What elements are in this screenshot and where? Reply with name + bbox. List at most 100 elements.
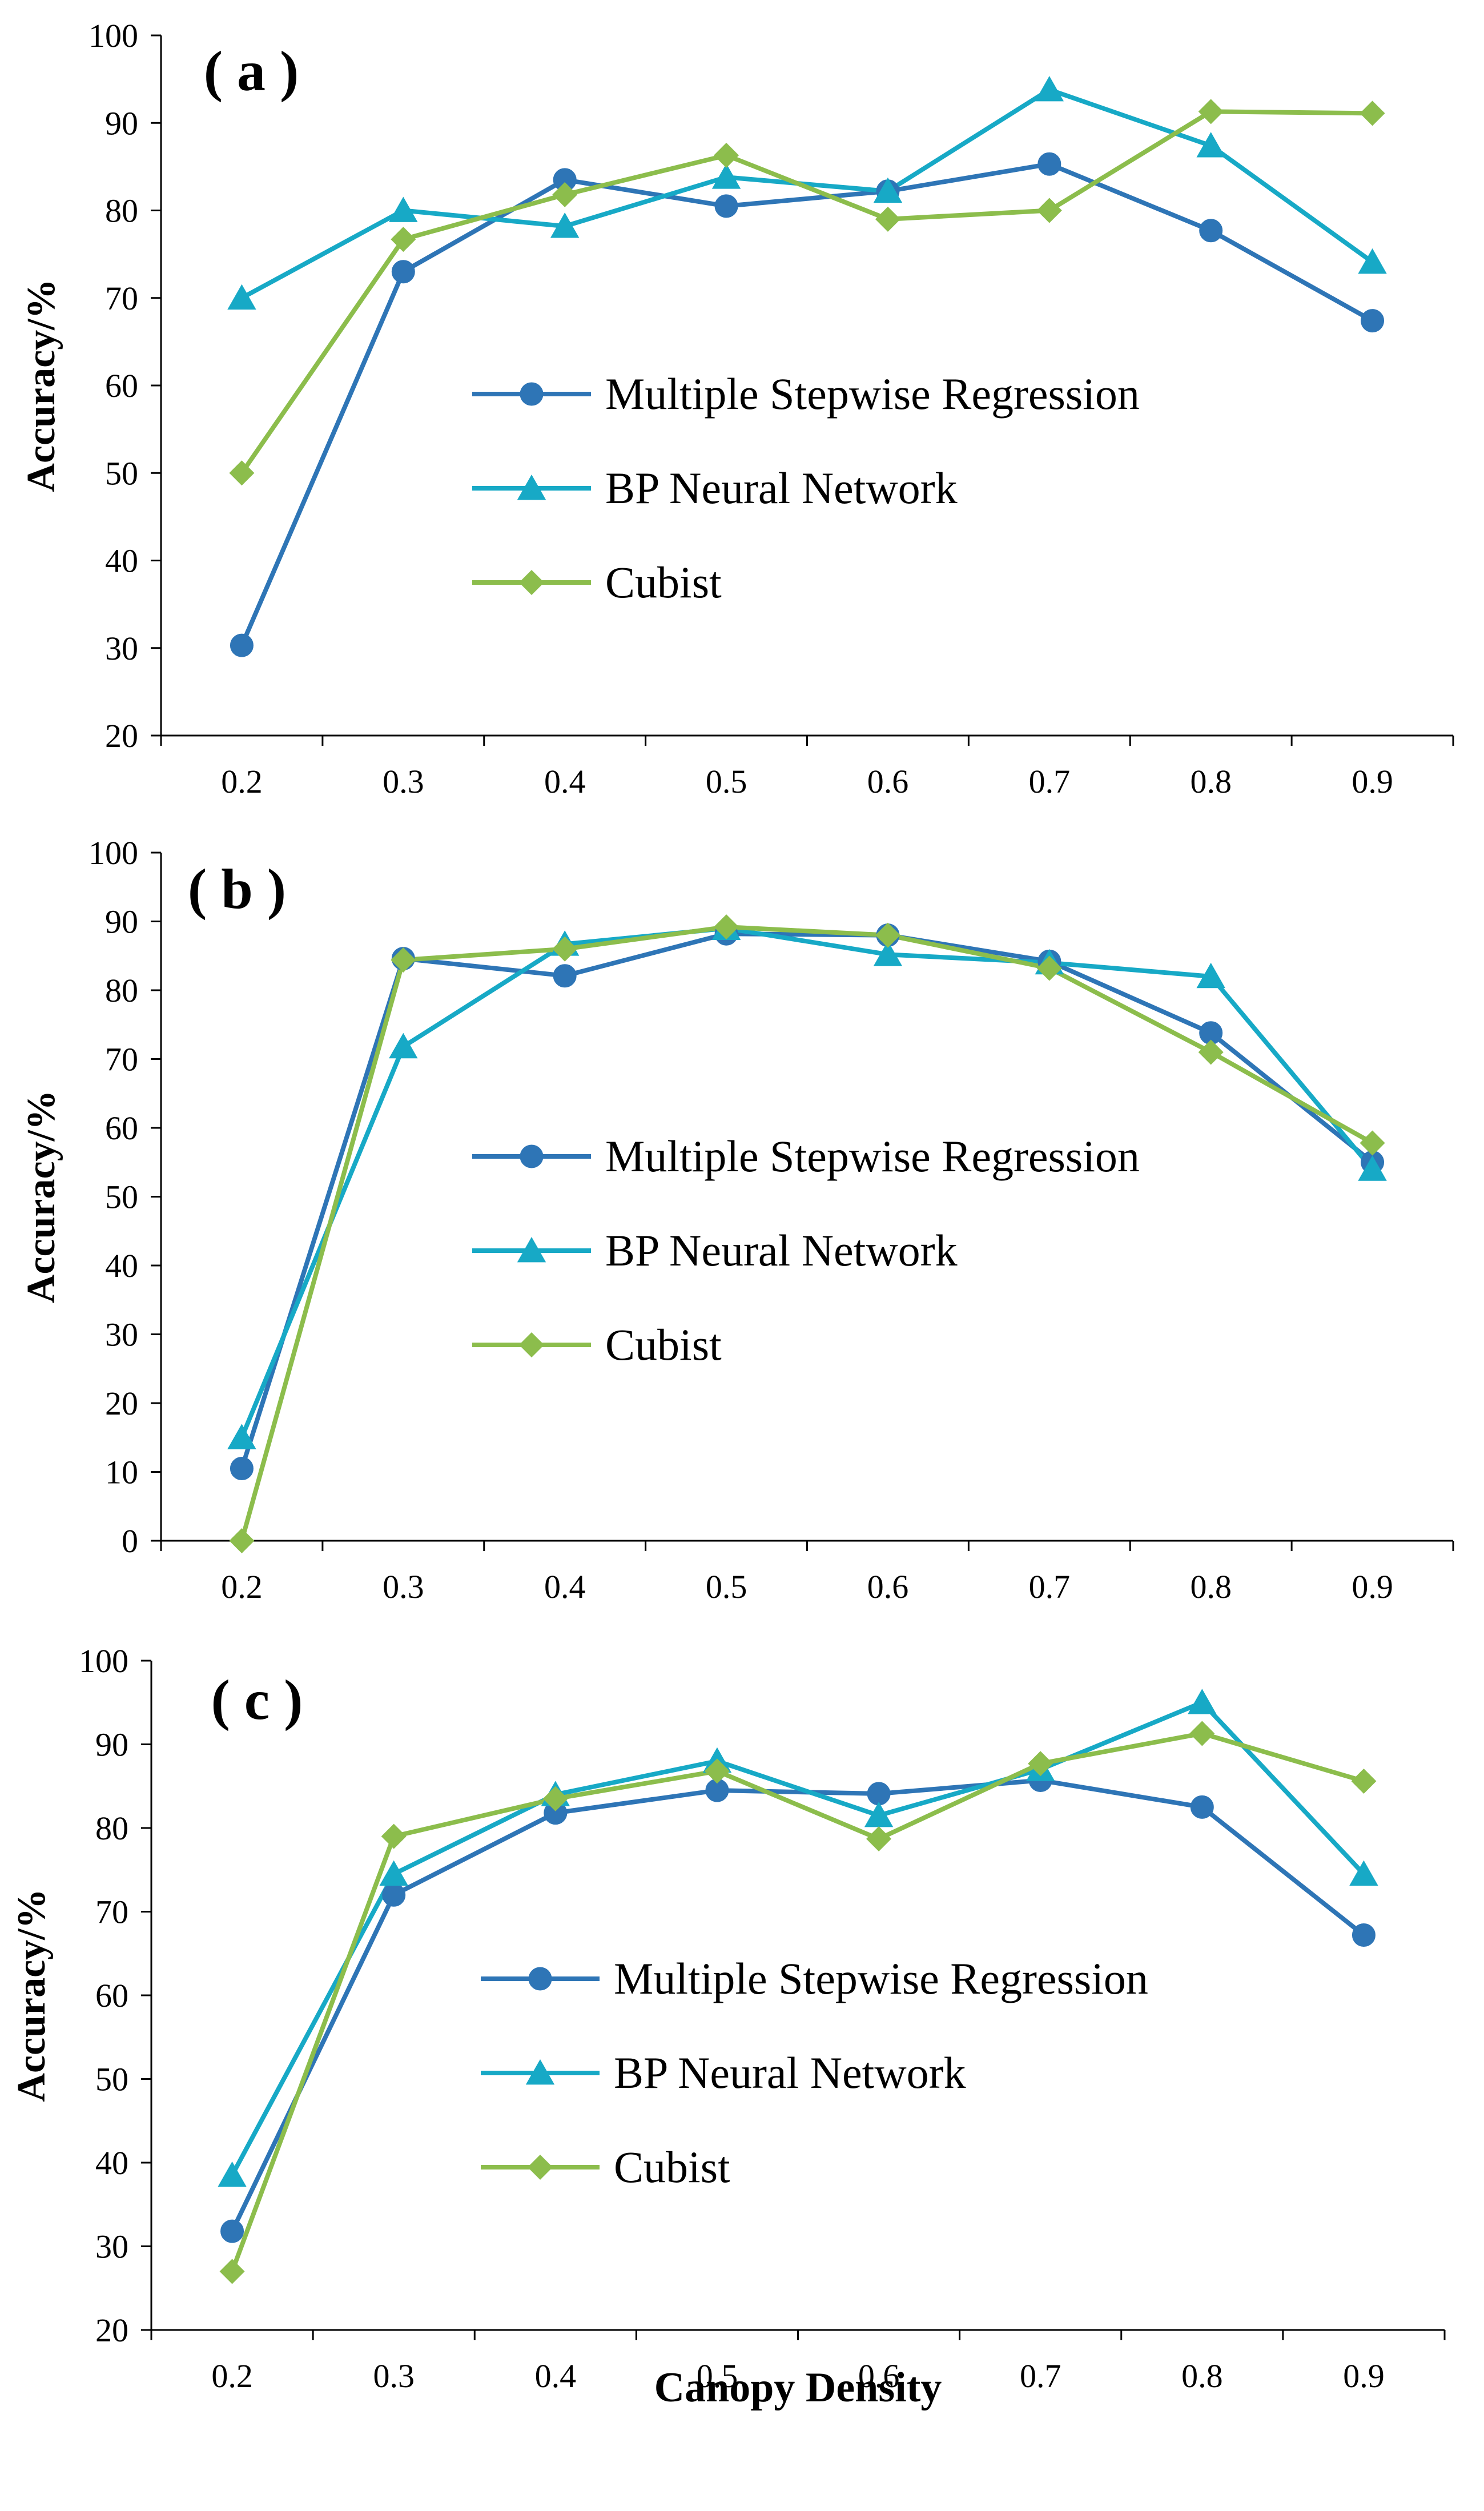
y-tick-label: 20 bbox=[95, 2312, 128, 2349]
data-point-series-2 bbox=[389, 1032, 418, 1059]
series-line-3 bbox=[239, 925, 1374, 1542]
data-point-series-2 bbox=[1196, 962, 1225, 989]
data-point-series-1 bbox=[553, 964, 577, 988]
legend-label: Cubist bbox=[605, 557, 722, 607]
data-point-series-3 bbox=[714, 914, 739, 940]
x-tick-label: 0.9 bbox=[1352, 1568, 1393, 1605]
legend-marker-2 bbox=[525, 2059, 555, 2085]
data-point-series-3 bbox=[1189, 1721, 1215, 1746]
data-point-series-3 bbox=[229, 1528, 255, 1553]
x-tick-label: 0.6 bbox=[867, 1568, 909, 1605]
x-tick-label: 0.8 bbox=[1181, 2357, 1223, 2395]
x-tick-label: 0.2 bbox=[221, 763, 263, 800]
x-axis-title: Canopy Density bbox=[654, 2364, 942, 2411]
data-point-series-2 bbox=[227, 1424, 256, 1449]
data-point-series-2 bbox=[379, 1860, 408, 1886]
data-point-series-2 bbox=[1035, 76, 1064, 102]
x-tick-label: 0.7 bbox=[1029, 763, 1071, 800]
y-tick-label: 60 bbox=[105, 1110, 138, 1147]
data-point-series-2 bbox=[218, 2161, 247, 2187]
data-point-series-2 bbox=[1358, 1155, 1387, 1181]
data-point-series-1 bbox=[391, 260, 415, 284]
data-point-series-3 bbox=[391, 947, 416, 973]
data-point-series-2 bbox=[864, 1802, 894, 1827]
y-tick-label: 30 bbox=[105, 630, 138, 667]
x-tick-label: 0.8 bbox=[1190, 1568, 1232, 1605]
legend-marker-3 bbox=[528, 2155, 553, 2180]
data-point-series-1 bbox=[1190, 1795, 1214, 1819]
x-tick-label: 0.4 bbox=[544, 763, 586, 800]
x-tick-label: 0.3 bbox=[383, 1568, 424, 1605]
y-tick-label: 0 bbox=[122, 1522, 138, 1560]
chart-panel-1: 20 30 40 50 60 70 80 90 100 0.2 0.3 0.4 0.5 0.6 0.7 0.8… bbox=[19, 17, 1454, 800]
legend-label: Cubist bbox=[614, 2142, 730, 2192]
legend-label: Multiple Stepwise Regression bbox=[614, 1954, 1148, 2003]
panel-label: ( b ) bbox=[188, 857, 286, 921]
data-point-series-2 bbox=[1349, 1860, 1378, 1886]
series-line-3 bbox=[240, 109, 1373, 475]
chart-panel-3: 20 30 40 50 60 70 80 90 100 0.2 0.3 0.4 0.5 0.6 0.7 0.8… bbox=[10, 1642, 1446, 2411]
y-tick-label: 20 bbox=[105, 1385, 138, 1422]
data-point-series-3 bbox=[542, 1786, 568, 1811]
data-point-series-1 bbox=[867, 1782, 891, 1806]
data-point-series-2 bbox=[711, 163, 741, 189]
data-point-series-3 bbox=[1198, 99, 1224, 124]
data-point-series-3 bbox=[714, 142, 739, 168]
y-tick-label: 90 bbox=[105, 105, 138, 142]
data-point-series-2 bbox=[1188, 1689, 1217, 1714]
x-tick-label: 0.7 bbox=[1020, 2357, 1061, 2395]
y-tick-label: 30 bbox=[105, 1316, 138, 1353]
data-point-series-1 bbox=[220, 2219, 244, 2243]
y-tick-label: 40 bbox=[105, 1247, 138, 1284]
x-tick-label: 0.4 bbox=[535, 2357, 577, 2395]
y-tick-label: 100 bbox=[89, 17, 138, 54]
data-point-series-3 bbox=[704, 1758, 730, 1784]
data-point-series-2 bbox=[550, 212, 580, 238]
x-tick-label: 0.5 bbox=[706, 1568, 747, 1605]
y-tick-label: 70 bbox=[105, 1041, 138, 1078]
x-tick-label: 0.8 bbox=[1190, 763, 1232, 800]
data-point-series-2 bbox=[389, 196, 418, 222]
y-tick-label: 90 bbox=[105, 903, 138, 941]
y-tick-label: 50 bbox=[95, 2061, 128, 2098]
x-tick-label: 0.6 bbox=[867, 763, 909, 800]
y-axis-title: Accuracy/% bbox=[19, 279, 63, 492]
data-point-series-3 bbox=[552, 936, 578, 962]
legend-label: Multiple Stepwise Regression bbox=[605, 1131, 1140, 1181]
legend: Multiple Stepwise Regression BP Neural Ne… bbox=[472, 369, 1140, 607]
y-tick-label: 80 bbox=[105, 972, 138, 1009]
x-tick-label: 0.9 bbox=[1352, 763, 1393, 800]
data-point-series-3 bbox=[391, 227, 416, 252]
y-tick-label: 100 bbox=[89, 834, 138, 871]
legend-marker-3 bbox=[519, 1332, 544, 1357]
legend: Multiple Stepwise Regression BP Neural Ne… bbox=[481, 1954, 1148, 2192]
x-tick-label: 0.3 bbox=[383, 763, 424, 800]
x-tick-label: 0.6 bbox=[858, 2357, 900, 2395]
series-line-1 bbox=[239, 162, 1374, 646]
y-tick-label: 60 bbox=[105, 367, 138, 404]
data-point-series-3 bbox=[1198, 1039, 1224, 1065]
data-point-series-3 bbox=[1360, 101, 1385, 126]
data-point-series-1 bbox=[714, 194, 738, 218]
data-point-series-1 bbox=[1361, 309, 1385, 333]
y-tick-label: 100 bbox=[79, 1642, 128, 1680]
series-line-2 bbox=[239, 926, 1374, 1439]
data-point-series-3 bbox=[1360, 1130, 1385, 1156]
y-tick-label: 50 bbox=[105, 1179, 138, 1216]
data-point-series-3 bbox=[1351, 1768, 1377, 1794]
data-point-series-3 bbox=[866, 1826, 892, 1852]
legend: Multiple Stepwise Regression BP Neural Ne… bbox=[472, 1131, 1140, 1369]
series-line-2 bbox=[240, 87, 1374, 300]
data-point-series-3 bbox=[1036, 198, 1062, 223]
data-point-series-3 bbox=[875, 922, 900, 948]
x-tick-label: 0.5 bbox=[706, 763, 747, 800]
data-point-series-2 bbox=[227, 284, 256, 310]
legend-marker-1 bbox=[528, 1967, 552, 1991]
y-tick-label: 10 bbox=[105, 1454, 138, 1491]
x-tick-label: 0.2 bbox=[211, 2357, 253, 2395]
y-tick-label: 50 bbox=[105, 455, 138, 492]
data-point-series-3 bbox=[875, 206, 900, 232]
data-point-series-3 bbox=[229, 460, 255, 486]
data-point-series-2 bbox=[873, 941, 903, 966]
